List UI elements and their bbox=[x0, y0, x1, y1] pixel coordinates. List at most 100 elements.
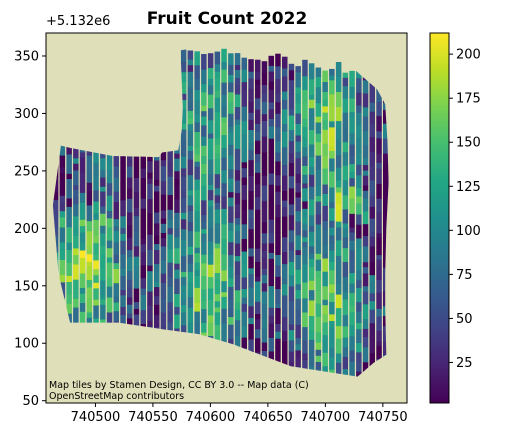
field-cell bbox=[187, 174, 194, 191]
field-cell bbox=[261, 61, 268, 74]
field-cell bbox=[100, 206, 106, 214]
field-cell bbox=[187, 145, 194, 151]
field-cell bbox=[295, 249, 301, 255]
field-cell bbox=[73, 189, 79, 198]
field-cell bbox=[308, 351, 315, 367]
field-cell bbox=[261, 157, 268, 169]
field-cell bbox=[127, 211, 133, 225]
field-cell bbox=[187, 205, 194, 212]
field-cell bbox=[194, 147, 200, 155]
field-cell bbox=[241, 139, 247, 149]
field-cell bbox=[268, 267, 274, 274]
field-cell bbox=[255, 318, 261, 330]
field-cell bbox=[93, 219, 99, 236]
field-cell bbox=[282, 56, 288, 69]
field-cell bbox=[356, 174, 362, 189]
field-cell bbox=[248, 267, 254, 275]
field-cell bbox=[261, 342, 268, 351]
field-cell bbox=[59, 202, 66, 212]
field-cell bbox=[79, 151, 86, 158]
field-cell bbox=[383, 210, 389, 220]
field-cell bbox=[234, 255, 241, 262]
field-cell bbox=[147, 265, 153, 272]
field-cell bbox=[275, 303, 281, 309]
field-cell bbox=[194, 231, 200, 248]
field-cell bbox=[201, 199, 207, 216]
field-cell bbox=[180, 325, 187, 332]
field-cell bbox=[214, 247, 221, 263]
field-cell bbox=[349, 258, 355, 274]
field-cell bbox=[383, 341, 389, 355]
field-cell bbox=[275, 101, 281, 114]
field-cell bbox=[214, 307, 221, 313]
field-cell bbox=[255, 196, 261, 210]
field-cell bbox=[207, 314, 214, 323]
field-cell bbox=[127, 249, 133, 258]
field-cell bbox=[295, 71, 301, 88]
field-cell bbox=[86, 220, 93, 232]
field-cell bbox=[194, 154, 200, 162]
field-cell bbox=[288, 94, 295, 110]
field-cell bbox=[180, 197, 187, 213]
field-cell bbox=[248, 88, 254, 102]
field-cell bbox=[349, 86, 355, 99]
field-cell bbox=[275, 140, 281, 153]
field-cell bbox=[127, 256, 133, 272]
field-cell bbox=[160, 186, 167, 195]
field-cell bbox=[194, 210, 200, 218]
field-cell bbox=[207, 67, 214, 79]
field-cell bbox=[59, 195, 66, 204]
field-cell bbox=[302, 272, 308, 283]
field-cell bbox=[356, 224, 362, 239]
field-cell bbox=[255, 97, 261, 110]
field-cell bbox=[248, 238, 254, 249]
field-cell bbox=[315, 133, 322, 143]
field-cell bbox=[66, 303, 72, 314]
field-cell bbox=[248, 317, 254, 325]
colorbar-tick-label: 50 bbox=[456, 312, 473, 327]
field-cell bbox=[241, 69, 247, 83]
field-cell bbox=[120, 253, 126, 269]
field-cell bbox=[187, 263, 194, 272]
field-cell bbox=[329, 207, 335, 221]
field-cell bbox=[376, 237, 382, 243]
field-cell bbox=[315, 361, 322, 370]
field-cell bbox=[329, 158, 335, 172]
field-cell bbox=[113, 177, 119, 192]
field-cell bbox=[335, 239, 342, 256]
field-cell bbox=[187, 307, 194, 323]
field-cell bbox=[73, 254, 79, 265]
field-cell bbox=[369, 151, 375, 167]
field-cell bbox=[349, 213, 355, 228]
field-cell bbox=[187, 230, 194, 247]
field-cell bbox=[167, 188, 173, 195]
field-cell bbox=[241, 263, 247, 278]
field-cell bbox=[187, 296, 194, 308]
field-cell bbox=[174, 293, 180, 307]
field-cell bbox=[140, 288, 146, 296]
field-cell bbox=[335, 255, 342, 269]
field-cell bbox=[241, 311, 247, 327]
field-cell bbox=[160, 223, 167, 233]
field-cell bbox=[282, 175, 288, 191]
field-cell bbox=[315, 223, 322, 241]
field-cell bbox=[322, 313, 328, 323]
field-cell bbox=[86, 230, 93, 247]
field-cell bbox=[349, 97, 355, 113]
field-cell bbox=[180, 156, 187, 169]
field-cell bbox=[187, 281, 194, 290]
field-cell bbox=[369, 165, 375, 181]
field-cell bbox=[308, 129, 315, 145]
field-cell bbox=[79, 192, 86, 203]
field-cell bbox=[201, 300, 207, 310]
field-cell bbox=[79, 293, 86, 303]
field-cell bbox=[288, 114, 295, 130]
field-cell bbox=[133, 177, 140, 193]
field-cell bbox=[66, 242, 72, 250]
field-cell bbox=[295, 66, 301, 73]
field-cell bbox=[362, 106, 369, 117]
y-tick-label: 200 bbox=[14, 222, 39, 237]
field-cell bbox=[194, 302, 200, 312]
field-cell bbox=[214, 77, 221, 91]
field-cell bbox=[154, 295, 160, 305]
